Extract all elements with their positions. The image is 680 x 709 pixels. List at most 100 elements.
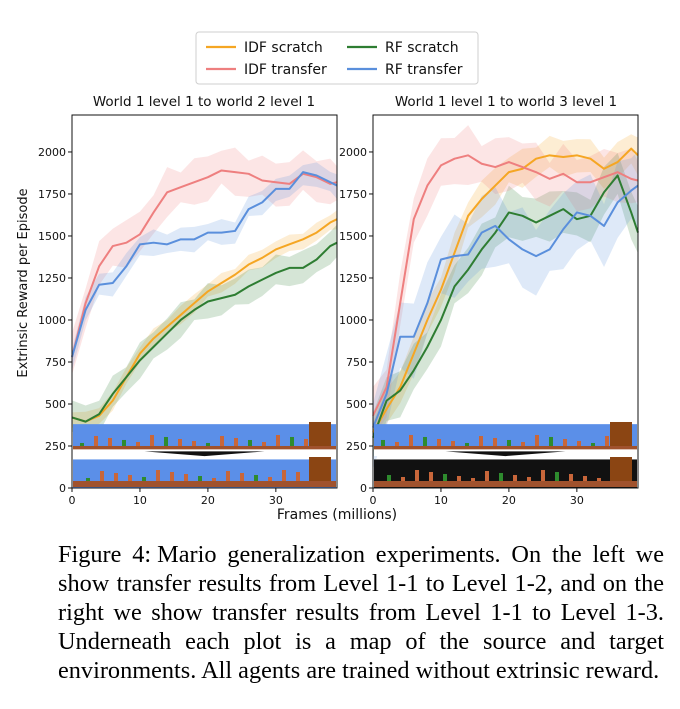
y-tick-label: 2000 (339, 146, 367, 159)
x-tick-label: 30 (570, 494, 584, 507)
target-level-block (268, 477, 272, 481)
source-level-block (94, 435, 98, 446)
target-level-block (226, 471, 230, 481)
target-level-block (513, 475, 517, 481)
target-level-block (415, 470, 419, 481)
y-tick-label: 750 (346, 356, 367, 369)
source-level-block (451, 440, 455, 446)
source-level-block (605, 435, 609, 446)
y-tick-label: 1500 (38, 230, 66, 243)
source-level-block (563, 438, 567, 446)
y-tick-label: 1000 (339, 314, 367, 327)
target-level-block (128, 475, 132, 481)
source-level-block (465, 442, 469, 446)
series-line-idf-scratch (372, 147, 639, 434)
legend-label-idf-transfer: IDF transfer (244, 62, 327, 78)
source-level-castle-icon (309, 421, 331, 446)
target-level-block (569, 474, 573, 481)
y-tick-label: 500 (45, 398, 66, 411)
target-level-block (597, 478, 601, 481)
target-level-ground (73, 481, 336, 487)
figure-canvas: IDF scratch RF scratch IDF transfer RF t… (16, 31, 639, 523)
target-level-block (86, 478, 90, 481)
x-tick-label: 10 (133, 494, 147, 507)
target-level-block (184, 474, 188, 481)
target-level-block (212, 478, 216, 481)
series-line-rf-scratch (372, 174, 639, 438)
source-level-block (262, 441, 266, 446)
chart-panel-right: World 1 level 1 to world 3 level 1 0 250 5… (339, 94, 639, 507)
source-level-block (136, 441, 140, 446)
target-level-block (170, 472, 174, 481)
source-level-block (164, 436, 168, 446)
legend-label-rf-scratch: RF scratch (385, 40, 459, 56)
target-level-ground (374, 481, 637, 487)
transfer-arrow-icon (445, 451, 566, 457)
series-lines-left (71, 169, 338, 423)
x-tick-label: 20 (502, 494, 516, 507)
source-level-block (206, 442, 210, 446)
target-level-castle-icon (309, 457, 331, 481)
target-level-block (499, 473, 503, 481)
target-level-block (240, 473, 244, 481)
x-tick-label: 30 (269, 494, 283, 507)
confidence-band-rf-transfer (373, 150, 638, 470)
source-level-block (108, 437, 112, 446)
source-level-block (150, 434, 154, 446)
series-line-idf-transfer (372, 154, 639, 417)
chart-title-left: World 1 level 1 to world 2 level 1 (93, 94, 315, 110)
source-level-block (507, 439, 511, 446)
y-axis-label: Extrinsic Reward per Episode (16, 188, 31, 377)
y-tick-label: 2000 (38, 146, 66, 159)
caption-text: Mario generalization experiments. On the… (58, 541, 664, 684)
source-level-block (437, 438, 441, 446)
axes-left: 0 250 500 750 1000 1250 1500 1750 2000 0 10 20 30 (38, 114, 338, 507)
source-level-block (234, 437, 238, 446)
source-level-block (80, 442, 84, 446)
axes-right: 0 250 500 750 1000 1250 1500 1750 2000 0 10 20 30 (339, 114, 639, 507)
source-level-block (535, 434, 539, 446)
target-level-block (583, 476, 587, 481)
y-tick-label: 750 (45, 356, 66, 369)
x-tick-label: 10 (434, 494, 448, 507)
y-tick-label: 1750 (38, 188, 66, 201)
source-level-block (304, 438, 308, 446)
source-level-block (549, 436, 553, 446)
source-level-block (220, 435, 224, 446)
source-level-block (122, 439, 126, 446)
source-level-castle-icon (610, 421, 632, 446)
target-level-castle-icon (610, 457, 632, 481)
y-tick-label: 0 (59, 482, 66, 495)
target-level-block (156, 470, 160, 481)
series-line-rf-transfer (71, 171, 338, 358)
series-line-idf-scratch (71, 218, 338, 423)
confidence-band-idf-transfer (72, 147, 337, 375)
source-level-block (381, 439, 385, 446)
source-level-block (276, 434, 280, 446)
y-tick-label: 1000 (38, 314, 66, 327)
target-level-block (485, 471, 489, 481)
target-level-block (387, 475, 391, 481)
y-tick-label: 1500 (339, 230, 367, 243)
source-level-block (521, 441, 525, 446)
source-level-block (192, 440, 196, 446)
legend-label-rf-transfer: RF transfer (385, 62, 463, 78)
source-level-block (290, 436, 294, 446)
series-lines-right (372, 147, 639, 438)
source-level-sky (374, 424, 637, 448)
source-level-block (479, 435, 483, 446)
target-level-block (527, 477, 531, 481)
x-tick-label: 0 (69, 494, 76, 507)
series-line-rf-scratch (71, 241, 338, 423)
source-level-block (409, 434, 413, 446)
source-level-block (577, 440, 581, 446)
target-level-block (443, 474, 447, 481)
series-line-rf-transfer (372, 184, 639, 428)
target-level-block (114, 473, 118, 481)
confidence-band-rf-scratch (373, 153, 638, 459)
y-tick-label: 1750 (339, 188, 367, 201)
confidence-band-rf-scratch (72, 224, 337, 436)
chart-title-right: World 1 level 1 to world 3 level 1 (395, 94, 617, 110)
y-tick-label: 0 (360, 482, 367, 495)
source-level-ground (73, 445, 336, 452)
